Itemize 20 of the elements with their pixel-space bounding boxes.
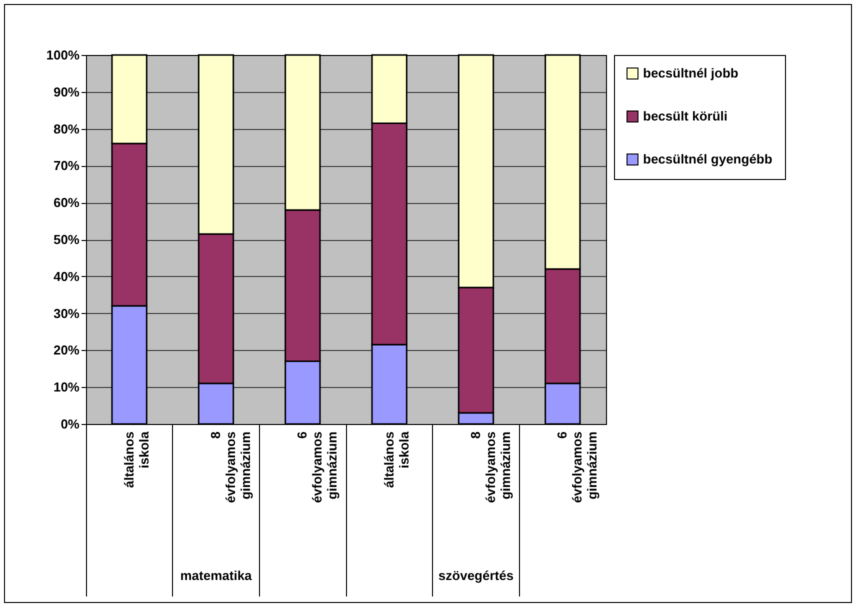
legend-label: becsültnél jobb xyxy=(643,66,738,80)
y-tick-label: 80% xyxy=(53,121,80,136)
y-tick-label: 20% xyxy=(53,342,80,358)
text: matematika xyxy=(180,568,253,583)
y-tick-label: 30% xyxy=(53,306,80,321)
legend-label: becsültnél gyengébb xyxy=(643,152,772,166)
y-tick-label: 50% xyxy=(53,232,80,247)
text: szövegértés xyxy=(438,568,514,583)
y-tick-label: 0% xyxy=(60,416,80,432)
x-tick-label: általános iskola xyxy=(121,430,152,488)
y-tick-label: 10% xyxy=(53,380,80,395)
y-tick-label: 40% xyxy=(53,268,80,284)
y-tick-label: 70% xyxy=(53,158,80,174)
y-tick-label: 100% xyxy=(46,48,80,62)
x-tick-label: 8 évfolyamos gimnázium xyxy=(468,432,513,504)
y-tick-label: 60% xyxy=(53,195,80,210)
x-tick-label: általános iskola xyxy=(381,430,412,488)
legend-label: becsült körüli xyxy=(643,108,728,124)
y-tick-label: 90% xyxy=(53,84,80,100)
x-tick-label: 8 évfolyamos gimnázium xyxy=(208,432,253,504)
